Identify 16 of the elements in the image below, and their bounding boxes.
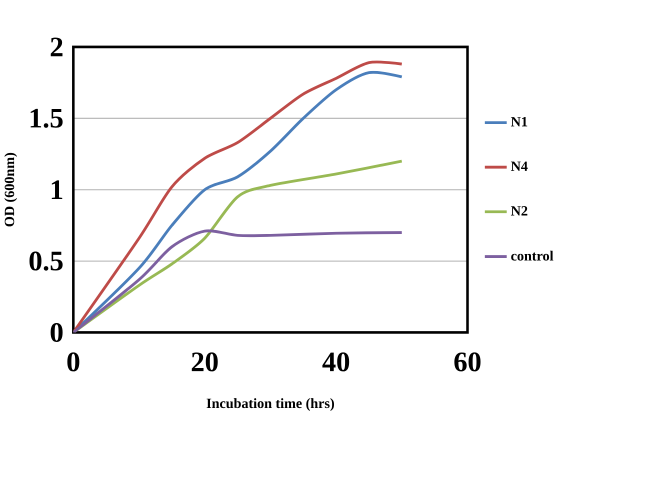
legend-label: control xyxy=(511,250,554,261)
legend-label: N1 xyxy=(510,117,528,126)
legend-label: N4 xyxy=(510,162,528,172)
x-tick-label: 0 xyxy=(67,352,80,372)
x-tick-label: 20 xyxy=(192,352,218,372)
legend-label: N2 xyxy=(510,206,528,216)
x-axis-title: Incubation time (hrs) xyxy=(206,398,334,412)
line-series xyxy=(73,230,404,333)
y-axis-title: OD (600nm) xyxy=(4,153,18,227)
y-tick-label: 1 xyxy=(52,180,62,200)
x-tick-label: 40 xyxy=(322,352,350,372)
y-tick-label: 2 xyxy=(50,38,62,56)
x-tick-label: 60 xyxy=(454,352,481,372)
y-tick-label: 0 xyxy=(50,323,63,342)
y-tick-label: 1.5 xyxy=(30,108,63,128)
y-tick-label: 0.5 xyxy=(29,252,63,271)
